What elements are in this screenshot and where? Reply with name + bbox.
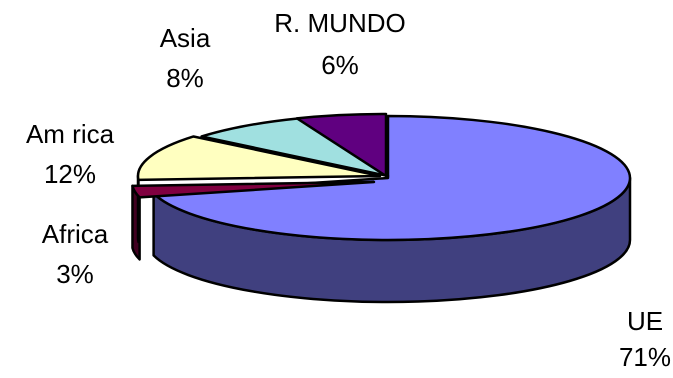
slice-value-label-am-rica: 12% — [44, 159, 96, 189]
slice-value-label-r-mundo: 6% — [321, 50, 359, 80]
slice-value-label-ue: 71% — [619, 342, 671, 372]
slice-value-label-asia: 8% — [166, 63, 204, 93]
slice-label-asia: Asia — [160, 23, 211, 53]
slice-label-r-mundo: R. MUNDO — [274, 8, 405, 38]
slice-label-ue: UE — [627, 306, 663, 336]
slice-label-am-rica: Am rica — [26, 119, 115, 149]
slice-value-label-africa: 3% — [56, 259, 94, 289]
slice-label-africa: Africa — [42, 219, 109, 249]
